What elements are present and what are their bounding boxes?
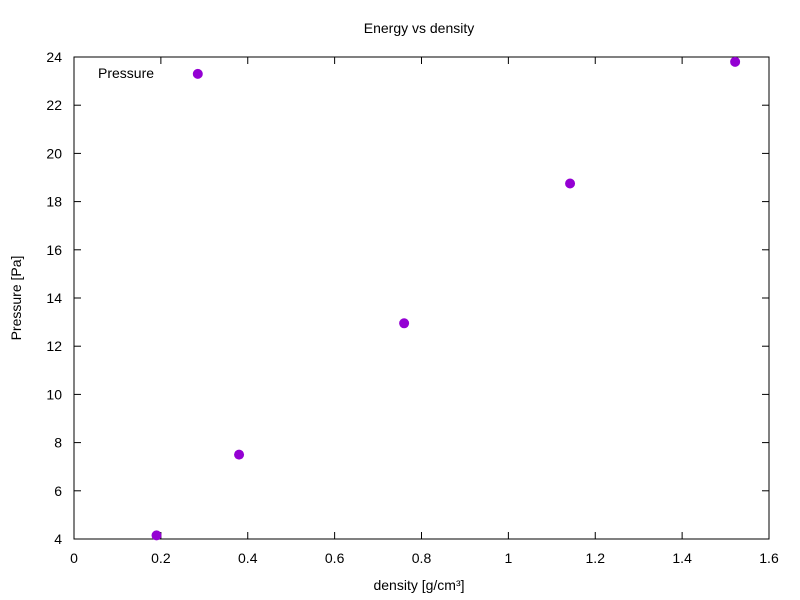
y-axis-label: Pressure [Pa] <box>8 256 24 341</box>
legend: Pressure <box>98 65 154 81</box>
data-point <box>151 530 162 541</box>
x-tick-label: 1.2 <box>586 550 606 566</box>
y-tick-label: 14 <box>46 290 62 306</box>
y-tick-label: 18 <box>46 194 62 210</box>
y-axis: 4 6 8 10 12 14 16 18 20 22 24 <box>46 49 769 547</box>
x-tick-label: 0.8 <box>412 550 432 566</box>
y-tick-label: 24 <box>46 49 62 65</box>
x-tick-label: 1 <box>504 550 512 566</box>
y-tick-label: 10 <box>46 386 62 402</box>
data-point <box>192 68 203 79</box>
y-tick-label: 12 <box>46 338 62 354</box>
x-tick-label: 1.4 <box>672 550 692 566</box>
x-tick-label: 1.6 <box>759 550 779 566</box>
y-tick-label: 6 <box>54 483 62 499</box>
y-tick-label: 16 <box>46 242 62 258</box>
x-tick-label: 0.2 <box>151 550 171 566</box>
y-tick-label: 22 <box>46 97 62 113</box>
data-points <box>151 56 741 541</box>
y-tick-label: 4 <box>54 531 62 547</box>
data-point <box>399 318 410 329</box>
x-axis: 0 0.2 0.4 0.6 0.8 1 1.2 1.4 1.6 <box>70 57 779 566</box>
plot-frame <box>73 56 770 540</box>
y-tick-label: 8 <box>54 435 62 451</box>
x-tick-label: 0 <box>70 550 78 566</box>
y-tick-label: 20 <box>46 145 62 161</box>
chart-title: Energy vs density <box>364 20 475 36</box>
x-tick-label: 0.4 <box>238 550 258 566</box>
x-tick-label: 0.6 <box>325 550 345 566</box>
data-point <box>730 56 741 67</box>
data-point <box>565 178 576 189</box>
data-point <box>234 449 245 460</box>
x-axis-label: density [g/cm³] <box>373 577 464 593</box>
legend-label-pressure: Pressure <box>98 65 154 81</box>
